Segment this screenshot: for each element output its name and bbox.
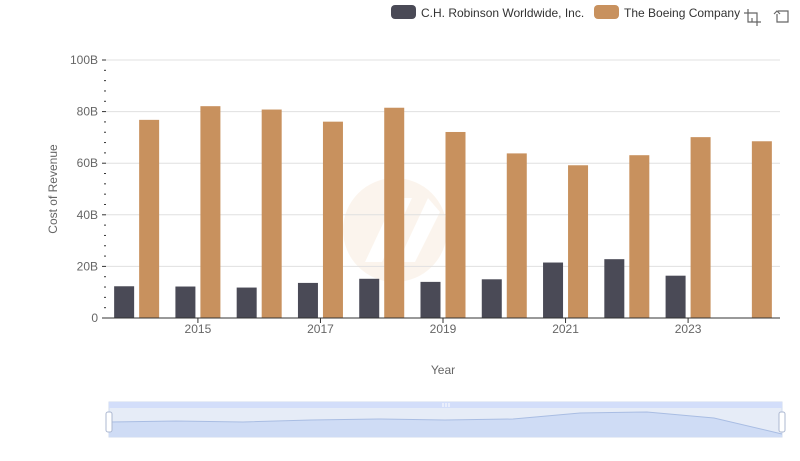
legend: C.H. Robinson Worldwide, Inc. The Boeing… xyxy=(391,5,740,20)
bar-robinson-2015[interactable] xyxy=(175,286,196,318)
y-tick-label: 60B xyxy=(77,156,98,170)
bar-boeing-2017[interactable] xyxy=(322,121,343,318)
bar-robinson-2014[interactable] xyxy=(114,286,135,318)
bar-boeing-2022[interactable] xyxy=(629,155,650,318)
legend-item-boeing[interactable]: The Boeing Company xyxy=(594,5,740,20)
bar-robinson-2016[interactable] xyxy=(236,287,257,318)
y-axis-ticks: 0 20B 40B 60B 80B 100B xyxy=(70,53,106,325)
x-axis-ticks: 2015 2017 2019 2021 2023 xyxy=(185,318,702,336)
legend-swatch-boeing xyxy=(594,5,619,19)
y-axis-title: Cost of Revenue xyxy=(46,144,60,234)
legend-swatch-robinson xyxy=(391,5,416,19)
data-zoom-right-handle[interactable] xyxy=(778,411,786,433)
x-tick-label: 2021 xyxy=(552,322,579,336)
y-tick-label: 80B xyxy=(77,105,98,119)
bar-boeing-2024[interactable] xyxy=(751,141,772,318)
bar-robinson-2018[interactable] xyxy=(359,278,380,318)
bar-boeing-2023[interactable] xyxy=(690,137,711,318)
data-zoom-left-handle[interactable] xyxy=(105,411,113,433)
x-tick-label: 2023 xyxy=(675,322,702,336)
bar-boeing-2016[interactable] xyxy=(261,109,282,318)
bar-robinson-2017[interactable] xyxy=(297,282,318,318)
legend-label-robinson: C.H. Robinson Worldwide, Inc. xyxy=(421,6,584,20)
x-axis-title: Year xyxy=(431,363,455,377)
data-zoom-preview-area xyxy=(109,412,782,437)
bars xyxy=(114,106,772,318)
y-tick-label: 0 xyxy=(91,311,98,325)
restore-icon[interactable] xyxy=(773,10,789,23)
y-minor-ticks xyxy=(104,69,106,309)
y-tick-label: 100B xyxy=(70,53,98,67)
bar-robinson-2022[interactable] xyxy=(604,259,625,318)
x-tick-label: 2017 xyxy=(307,322,334,336)
x-tick-label: 2015 xyxy=(185,322,212,336)
bar-robinson-2021[interactable] xyxy=(543,262,564,318)
bar-boeing-2019[interactable] xyxy=(445,131,466,318)
data-zoom-preview-line xyxy=(108,411,783,435)
bar-robinson-2020[interactable] xyxy=(481,279,502,318)
bar-boeing-2018[interactable] xyxy=(384,107,405,318)
bar-boeing-2014[interactable] xyxy=(139,119,160,318)
x-tick-label: 2019 xyxy=(430,322,457,336)
crop-zoom-icon[interactable] xyxy=(744,9,761,26)
bar-robinson-2023[interactable] xyxy=(665,275,686,318)
legend-label-boeing: The Boeing Company xyxy=(624,6,740,20)
data-zoom-slider[interactable] xyxy=(105,401,786,438)
y-tick-label: 40B xyxy=(77,208,98,222)
bar-boeing-2015[interactable] xyxy=(200,106,221,318)
y-tick-label: 20B xyxy=(77,259,98,273)
bar-robinson-2019[interactable] xyxy=(420,281,441,318)
bar-boeing-2020[interactable] xyxy=(506,153,527,318)
legend-item-robinson[interactable]: C.H. Robinson Worldwide, Inc. xyxy=(391,5,584,20)
data-zoom-grip-icon xyxy=(442,403,450,407)
bar-boeing-2021[interactable] xyxy=(568,165,589,318)
